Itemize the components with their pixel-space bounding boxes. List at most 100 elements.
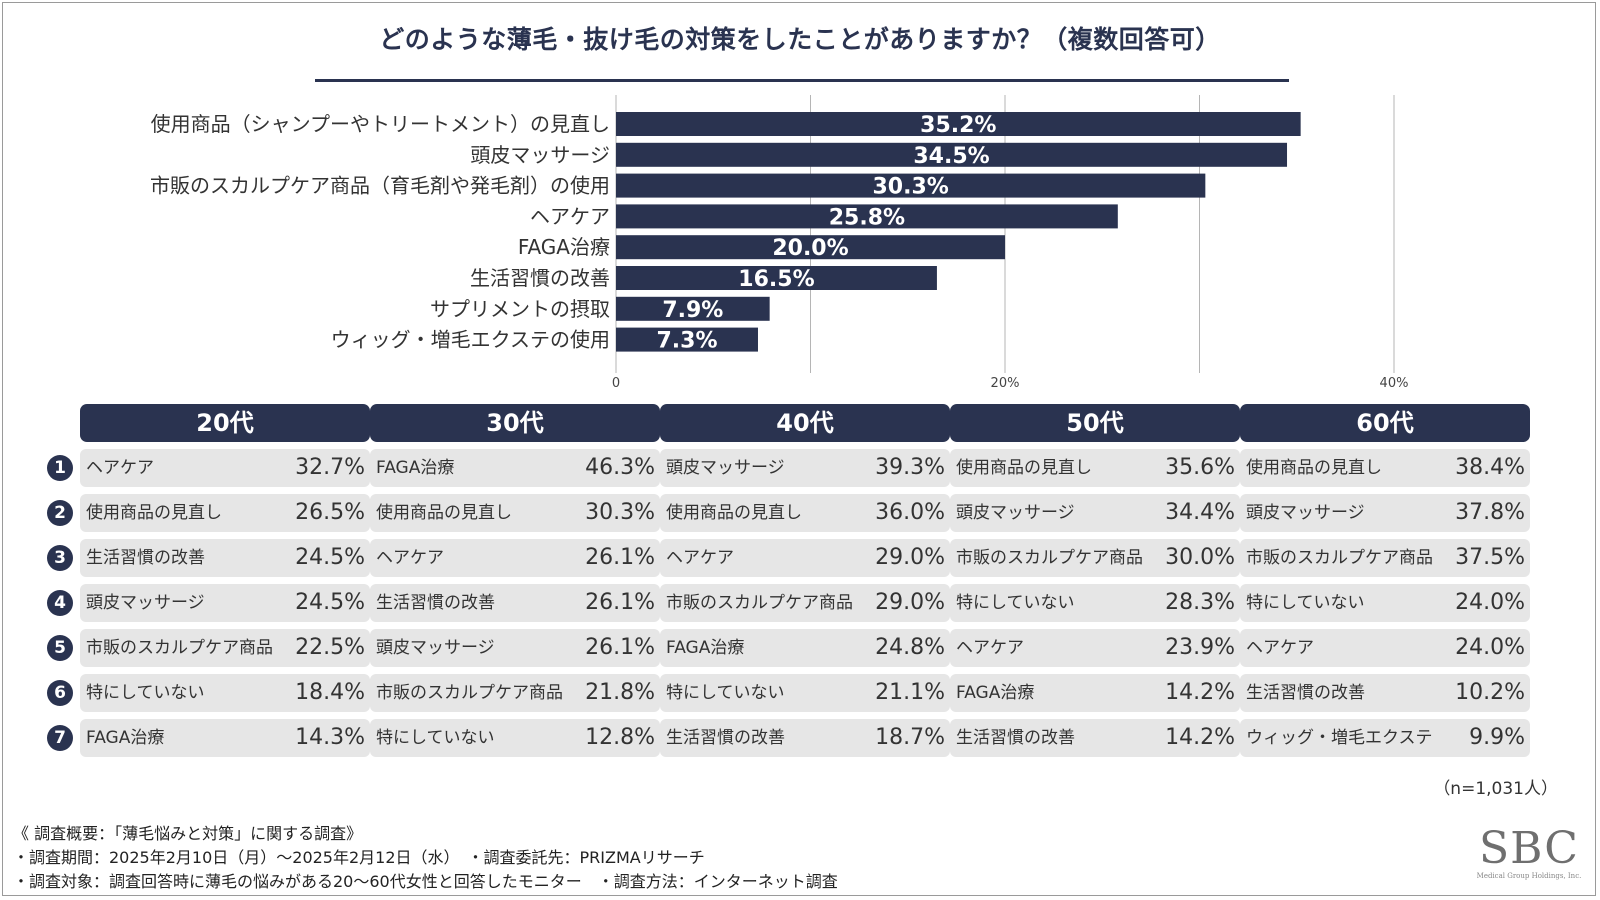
rank-item-value: 10.2% <box>1455 680 1525 705</box>
rank-item-value: 37.5% <box>1455 545 1525 570</box>
rank-item-name: 特にしていない <box>86 683 205 703</box>
rank-cell: ヘアケア 23.9% <box>950 629 1240 667</box>
rank-cell: 特にしていない 18.4% <box>80 674 370 712</box>
age-header: 20代 <box>80 404 370 442</box>
rank-item-value: 34.4% <box>1165 500 1235 525</box>
rank-item-value: 35.6% <box>1165 455 1235 480</box>
rank-item-value: 26.1% <box>585 545 655 570</box>
rank-item-name: FAGA治療 <box>666 638 745 658</box>
age-header: 60代 <box>1240 404 1530 442</box>
bar-value-label: 25.8% <box>829 205 905 230</box>
rank-cell: FAGA治療 14.2% <box>950 674 1240 712</box>
bar-chart: 0 20% 40% 使用商品（シャンプーやトリートメント）の見直し 35.2% 頭皮マッサ… <box>150 95 1409 391</box>
chart-title: どのような薄毛・抜け毛の対策をしたことがありますか？（複数回答可） <box>379 25 1221 54</box>
rank-item-name: FAGA治療 <box>86 728 165 748</box>
bar-value-label: 35.2% <box>920 113 996 138</box>
rank-cell: 使用商品の見直し 30.3% <box>370 494 660 532</box>
rank-item-name: ヘアケア <box>666 548 734 568</box>
rank-item-name: 生活習慣の改善 <box>666 728 785 748</box>
rank-cell: 生活習慣の改善 10.2% <box>1240 674 1530 712</box>
rank-cell: 特にしていない 24.0% <box>1240 584 1530 622</box>
rank-item-name: 市販のスカルプケア商品 <box>956 548 1143 568</box>
rank-item-value: 26.1% <box>585 590 655 615</box>
rank-item-value: 26.5% <box>295 500 365 525</box>
rank-cell: 生活習慣の改善 24.5% <box>80 539 370 577</box>
bar-value-label: 30.3% <box>873 175 949 200</box>
age-header: 30代 <box>370 404 660 442</box>
rank-item-name: 市販のスカルプケア商品 <box>666 593 853 613</box>
rank-cell: ウィッグ・増毛エクステ 9.9% <box>1240 719 1530 757</box>
rank-item-value: 29.0% <box>875 590 945 615</box>
logo-mark: SBC <box>1479 823 1579 874</box>
rank-cell: 市販のスカルプケア商品 22.5% <box>80 629 370 667</box>
bar-value-label: 16.5% <box>738 267 814 292</box>
category-label: 生活習慣の改善 <box>470 266 610 290</box>
rank-item-name: ウィッグ・増毛エクステ <box>1246 728 1433 748</box>
rank-cell: 市販のスカルプケア商品 21.8% <box>370 674 660 712</box>
survey-notes-heading: 《 調査概要：「薄毛悩みと対策」に関する調査》 <box>13 824 363 843</box>
bar-value-label: 20.0% <box>772 236 848 261</box>
bar <box>616 142 1288 167</box>
rank-item-name: 生活習慣の改善 <box>376 593 495 613</box>
rank-item-name: 頭皮マッサージ <box>1246 503 1365 523</box>
rank-item-value: 21.1% <box>875 680 945 705</box>
rank-item-value: 21.8% <box>585 680 655 705</box>
rank-item-value: 14.3% <box>295 725 365 750</box>
rank-item-name: 使用商品の見直し <box>956 458 1092 478</box>
rank-item-name: 生活習慣の改善 <box>86 548 205 568</box>
rank-item-name: 使用商品の見直し <box>666 503 802 523</box>
bar-value-label: 7.3% <box>656 329 717 354</box>
rank-item-name: 生活習慣の改善 <box>956 728 1075 748</box>
tick-label: 0 <box>612 376 620 391</box>
rank-item-value: 29.0% <box>875 545 945 570</box>
rank-cell: 特にしていない 21.1% <box>660 674 950 712</box>
rank-item-name: ヘアケア <box>956 638 1024 658</box>
rank-item-name: 頭皮マッサージ <box>86 593 205 613</box>
rank-cell: 市販のスカルプケア商品 37.5% <box>1240 539 1530 577</box>
rank-cell: 生活習慣の改善 26.1% <box>370 584 660 622</box>
bar <box>616 235 1005 260</box>
rank-cell: FAGA治療 14.3% <box>80 719 370 757</box>
rank-cell: 市販のスカルプケア商品 30.0% <box>950 539 1240 577</box>
rank-cell: 市販のスカルプケア商品 29.0% <box>660 584 950 622</box>
tick-label: 40% <box>1380 376 1409 391</box>
rank-number: 2 <box>47 500 73 526</box>
bar <box>616 327 758 352</box>
rank-cell: 頭皮マッサージ 34.4% <box>950 494 1240 532</box>
title-underline <box>315 79 1289 82</box>
rank-item-name: 市販のスカルプケア商品 <box>376 683 563 703</box>
rank-cell: 頭皮マッサージ 39.3% <box>660 449 950 487</box>
bar <box>616 173 1206 198</box>
rank-item-name: FAGA治療 <box>956 683 1035 703</box>
rank-item-value: 24.5% <box>295 590 365 615</box>
rank-cell: ヘアケア 24.0% <box>1240 629 1530 667</box>
rank-number: 4 <box>47 590 73 616</box>
bar <box>616 296 770 321</box>
age-header: 40代 <box>660 404 950 442</box>
rank-item-value: 36.0% <box>875 500 945 525</box>
rank-item-value: 24.8% <box>875 635 945 660</box>
rank-cell: 使用商品の見直し 26.5% <box>80 494 370 532</box>
rank-item-value: 32.7% <box>295 455 365 480</box>
bar <box>616 266 937 290</box>
rank-item-value: 39.3% <box>875 455 945 480</box>
rank-item-name: ヘアケア <box>1246 638 1314 658</box>
rank-item-name: 市販のスカルプケア商品 <box>86 638 273 658</box>
rank-item-value: 14.2% <box>1165 725 1235 750</box>
rank-item-name: 特にしていない <box>956 593 1075 613</box>
rank-number: 5 <box>47 635 73 661</box>
rank-item-value: 37.8% <box>1455 500 1525 525</box>
rank-number: 3 <box>47 545 73 571</box>
rank-item-value: 28.3% <box>1165 590 1235 615</box>
rank-number: 7 <box>47 725 73 751</box>
rank-cell: 特にしていない 28.3% <box>950 584 1240 622</box>
rank-cell: ヘアケア 32.7% <box>80 449 370 487</box>
bar <box>616 204 1118 229</box>
rank-item-value: 9.9% <box>1469 725 1525 750</box>
sample-size: （n=1,031人） <box>1433 779 1558 799</box>
logo-subtitle: Medical Group Holdings, Inc. <box>1476 872 1582 880</box>
rank-item-value: 38.4% <box>1455 455 1525 480</box>
rank-cell: 使用商品の見直し 35.6% <box>950 449 1240 487</box>
rank-item-value: 26.1% <box>585 635 655 660</box>
